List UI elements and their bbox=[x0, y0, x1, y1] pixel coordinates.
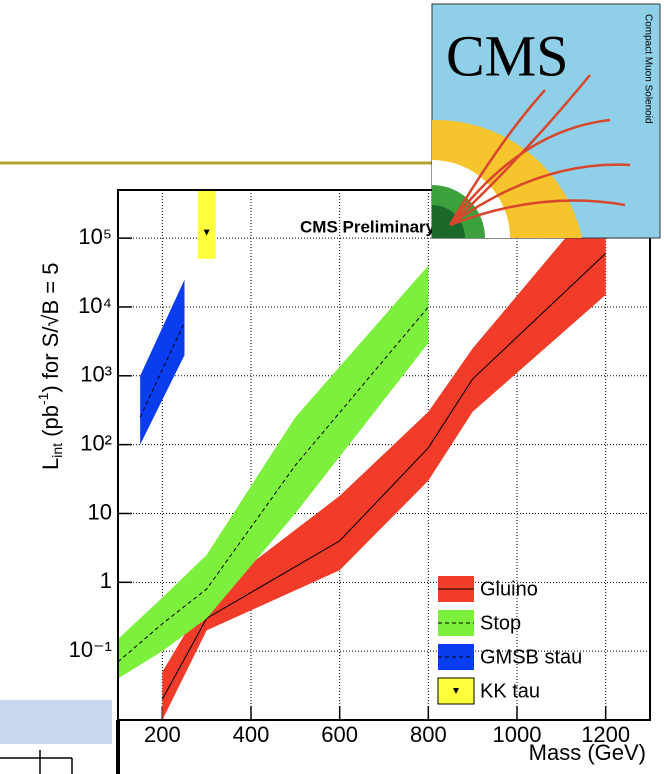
legend-label: GMSB stau bbox=[480, 646, 582, 668]
band bbox=[198, 190, 216, 259]
x-tick-label: 400 bbox=[233, 722, 270, 747]
y-tick-label: 10⁵ bbox=[78, 224, 112, 249]
slide-bar bbox=[0, 700, 112, 744]
y-label-part: int bbox=[49, 443, 65, 458]
plot-area bbox=[118, 190, 606, 720]
y-tick-label: 10² bbox=[80, 430, 112, 455]
legend-label: KK tau bbox=[480, 680, 540, 702]
y-tick-label: 1 bbox=[100, 568, 112, 593]
y-tick-label: 10³ bbox=[80, 362, 112, 387]
y-tick-label: 10 bbox=[88, 499, 112, 524]
chart-title: CMS Preliminary bbox=[300, 217, 436, 236]
legend-label: Gluino bbox=[480, 578, 538, 600]
y-label-part: L bbox=[38, 458, 63, 470]
y-tick-label: 10⁴ bbox=[78, 293, 112, 318]
y-tick-label: 10⁻¹ bbox=[69, 637, 112, 662]
x-tick-label: 1200 bbox=[581, 722, 630, 747]
y-label-part: ) for S/√B = 5 bbox=[38, 263, 63, 393]
x-tick-label: 600 bbox=[321, 722, 358, 747]
y-label-part: (pb bbox=[38, 405, 63, 443]
y-label-part: -1 bbox=[35, 392, 51, 405]
y-axis-title: Lint (pb-1) for S/√B = 5 bbox=[35, 263, 65, 471]
legend-label: Stop bbox=[480, 612, 521, 634]
logo-title: CMS bbox=[446, 23, 569, 88]
x-tick-label: 200 bbox=[144, 722, 181, 747]
x-tick-label: 800 bbox=[410, 722, 447, 747]
logo: CMS Compact Muon Solenoid bbox=[432, 4, 660, 238]
logo-subtitle: Compact Muon Solenoid bbox=[642, 14, 653, 124]
legend: Gluino Stop GMSB stau KK tau bbox=[438, 576, 582, 704]
plot bbox=[118, 190, 650, 720]
screenshot: CMS Preliminary Mass (GeV) Lint (pb-1) f… bbox=[0, 0, 664, 774]
x-tick-label: 1000 bbox=[493, 722, 542, 747]
band bbox=[162, 190, 605, 720]
